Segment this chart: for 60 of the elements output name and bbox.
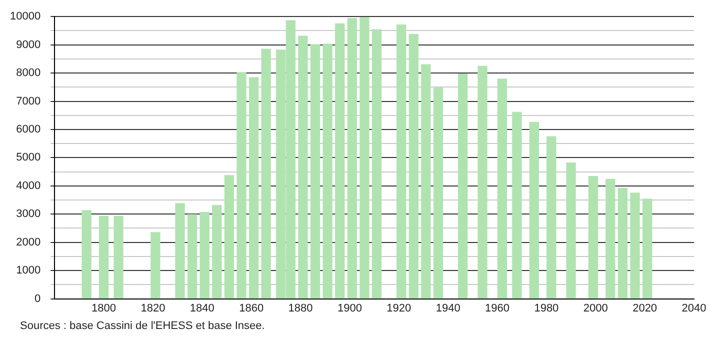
bar	[360, 17, 370, 299]
bar	[396, 24, 406, 299]
y-tick-label: 6000	[16, 124, 41, 136]
bar	[236, 72, 246, 299]
y-tick-label: 1000	[16, 264, 41, 277]
y-tick-label: 9000	[16, 38, 41, 51]
bar	[150, 232, 160, 299]
bar	[642, 198, 652, 299]
bar	[606, 178, 616, 299]
bar	[618, 188, 628, 299]
bar	[335, 23, 345, 299]
x-tick-label: 1820	[140, 302, 166, 314]
y-tick-label: 0	[34, 292, 41, 305]
x-tick-label: 2000	[583, 302, 608, 314]
bar	[212, 205, 222, 299]
bar	[372, 29, 382, 299]
bar	[298, 36, 308, 299]
bar	[566, 162, 576, 299]
x-tick-label: 1860	[239, 302, 264, 314]
bar	[433, 88, 444, 299]
bar	[175, 203, 185, 299]
x-tick-label: 1920	[386, 302, 412, 314]
bar	[408, 34, 418, 299]
y-tick-label: 2000	[16, 236, 41, 248]
x-tick-label: 2020	[632, 302, 658, 314]
bar	[546, 136, 556, 299]
x-tick-label: 1840	[190, 302, 214, 314]
bar	[310, 44, 320, 299]
bar	[421, 64, 431, 299]
bar	[187, 214, 198, 299]
bar	[248, 77, 259, 299]
bar	[630, 192, 640, 299]
bar	[114, 216, 124, 299]
y-tick-label: 7000	[16, 95, 41, 108]
bar	[98, 216, 109, 299]
bar	[347, 18, 357, 299]
y-tick-label: 5000	[16, 152, 41, 164]
x-tick-label: 1960	[485, 302, 510, 314]
bar	[478, 66, 488, 299]
bar	[224, 175, 234, 299]
y-tick-label: 8000	[16, 67, 41, 80]
y-tick-label: 4000	[16, 180, 41, 192]
x-tick-label: 2040	[682, 302, 706, 314]
bar	[529, 122, 539, 299]
bar	[322, 44, 332, 299]
y-tick-label: 3000	[16, 208, 41, 220]
x-tick-label: 1880	[288, 302, 313, 314]
x-tick-label: 1800	[92, 302, 116, 314]
bar	[458, 74, 468, 299]
y-tick-label: 10000	[10, 10, 41, 23]
x-tick-label: 1900	[337, 302, 362, 314]
bar	[82, 210, 92, 299]
x-tick-label: 1940	[436, 302, 460, 314]
bar	[497, 78, 508, 299]
bar	[588, 176, 598, 299]
source-note: Sources : base Cassini de l'EHESS et base Insee.	[20, 320, 266, 332]
bar	[512, 112, 522, 299]
bar	[200, 212, 210, 299]
bar	[261, 48, 271, 299]
x-tick-label: 1980	[534, 302, 559, 314]
